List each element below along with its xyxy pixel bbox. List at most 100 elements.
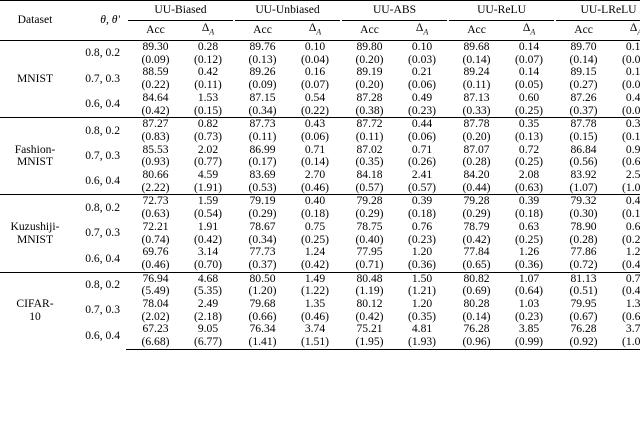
acc-sd-value: (0.11) <box>248 129 277 143</box>
acc-sd-value: (0.53) <box>248 180 277 194</box>
dataset-header: Dataset <box>0 0 70 41</box>
acc-value: 78.67 <box>249 219 276 233</box>
acc-value: 89.80 <box>342 39 398 54</box>
acc-sd-value: (0.42) <box>355 309 384 323</box>
table-row: CIFAR- 10 0.8, 0.2 76.94 4.68 80.50 1.49 80.48 1… <box>0 271 640 350</box>
theta-value: 0.6, 0.4 <box>85 97 120 111</box>
theta-value: 0.8, 0.2 <box>70 117 126 144</box>
acc-sd-value: (0.44) <box>462 180 491 194</box>
dataset-name-line: Kuzushiji- <box>10 219 60 233</box>
delta-value: 1.35 <box>304 297 326 311</box>
delta-sd-value: (0.07) <box>515 52 544 66</box>
acc-value: 76.28 <box>463 322 490 336</box>
dataset-name: MNIST <box>0 39 70 118</box>
acc-sd-value: (1.20) <box>248 284 277 298</box>
method-header-uu-relu: UU-ReLU <box>449 0 555 21</box>
method-header-uu-unbiased: UU-Unbiased <box>235 0 341 21</box>
delta-value: 0.82 <box>183 117 234 131</box>
delta-value: 0.42 <box>197 65 219 79</box>
delta-value: 3.72 <box>625 322 640 336</box>
acc-value: 80.82 <box>449 271 505 286</box>
delta-subheader: ΔA <box>611 20 640 41</box>
delta-value: 0.39 <box>611 117 640 131</box>
theta-value: 0.7, 0.3 <box>85 71 120 85</box>
acc-sd-value: (0.83) <box>141 129 170 143</box>
theta-value: 0.8, 0.2 <box>70 194 126 221</box>
acc-sd-value: (5.49) <box>141 284 170 298</box>
theta-value: 0.7, 0.3 <box>85 148 120 162</box>
acc-sd-value: (0.30) <box>569 207 598 221</box>
delta-sd-value: (0.63) <box>622 309 640 323</box>
delta-sd-value: (0.23) <box>408 232 437 246</box>
acc-subheader: Acc <box>449 20 505 41</box>
acc-value: 77.84 <box>463 245 490 259</box>
table-row: 0.7, 0.3 85.53 2.02 86.99 0.71 87.02 0.71 87.07… <box>0 142 640 162</box>
delta-sd-value: (0.03) <box>408 52 437 66</box>
delta-value: 0.16 <box>304 65 326 79</box>
acc-value: 87.73 <box>235 117 291 131</box>
delta-sd-value: (1.51) <box>290 335 341 350</box>
acc-sd-value: (0.14) <box>462 309 491 323</box>
acc-sd-value: (0.46) <box>141 257 170 271</box>
delta-sd-value: (1.91) <box>194 180 223 194</box>
acc-value: 86.84 <box>570 142 597 156</box>
delta-sd-value: (1.21) <box>408 284 437 298</box>
acc-subheader: Acc <box>128 20 183 41</box>
acc-value: 87.13 <box>463 90 490 104</box>
delta-subheader: ΔA <box>183 20 234 41</box>
delta-value: 0.63 <box>625 219 640 233</box>
acc-value: 79.68 <box>249 297 276 311</box>
delta-sd-value: (0.63) <box>515 180 544 194</box>
acc-sd-value: (0.17) <box>248 155 277 169</box>
delta-sd-value: (0.25) <box>515 103 544 117</box>
acc-value: 78.75 <box>356 219 383 233</box>
delta-sd-value: (0.26) <box>408 155 437 169</box>
delta-sd-value: (0.64) <box>515 284 544 298</box>
delta-label: Δ <box>522 20 531 34</box>
delta-value: 0.71 <box>411 142 433 156</box>
acc-sd-value: (0.09) <box>248 78 277 92</box>
acc-sd-value: (0.09) <box>141 52 170 66</box>
acc-value: 76.94 <box>128 271 183 286</box>
acc-value: 77.73 <box>249 245 276 259</box>
acc-sd-value: (0.34) <box>248 103 277 117</box>
acc-value: 79.28 <box>342 194 398 209</box>
delta-value: 0.72 <box>518 142 540 156</box>
acc-value: 87.15 <box>249 90 276 104</box>
delta-sd-value: (6.77) <box>183 335 234 350</box>
theta-value: 0.7, 0.3 <box>85 303 120 317</box>
acc-value: 87.07 <box>463 142 490 156</box>
acc-value: 76.28 <box>570 322 597 336</box>
delta-value: 0.60 <box>518 90 540 104</box>
dataset-name-line: CIFAR- <box>16 297 54 311</box>
acc-sd-value: (0.74) <box>141 232 170 246</box>
delta-value: 0.76 <box>611 271 640 286</box>
table-body: MNIST 0.8, 0.2 89.30 0.28 89.76 0.10 89.80 0.10… <box>0 39 640 350</box>
delta-sd-value: (0.18) <box>408 207 437 221</box>
delta-sd-value: (0.64) <box>622 155 640 169</box>
delta-sd-value: (0.13) <box>622 129 640 143</box>
delta-label: Δ <box>308 20 317 34</box>
delta-sd-value: (0.54) <box>194 207 223 221</box>
delta-value: 0.40 <box>290 194 341 209</box>
delta-value: 1.91 <box>197 219 219 233</box>
delta-subheader: ΔA <box>290 20 341 41</box>
delta-value: 0.21 <box>411 65 433 79</box>
delta-value: 0.14 <box>504 39 555 54</box>
delta-value: 0.10 <box>625 65 640 79</box>
delta-value: 3.14 <box>197 245 219 259</box>
delta-sd-value: (0.12) <box>194 52 223 66</box>
delta-value: 0.12 <box>611 39 640 54</box>
method-header-uu-abs: UU-ABS <box>342 0 448 21</box>
table-row: 0.6, 0.4 84.64 1.53 87.15 0.54 87.28 0.49 87.13… <box>0 90 640 110</box>
delta-sd-value: (0.15) <box>194 103 223 117</box>
dataset-name: Kuzushiji- MNIST <box>0 194 70 273</box>
header-row-methods: Dataset θ, θ′ UU-Biased UU-Unbiased UU-A… <box>0 0 640 41</box>
delta-sd-value: (0.40) <box>622 257 640 271</box>
acc-value: 87.28 <box>356 90 383 104</box>
delta-sd-value: (0.08) <box>622 103 640 117</box>
table-row: 0.7, 0.3 88.59 0.42 89.26 0.16 89.19 0.21 89.24… <box>0 65 640 85</box>
delta-sd-value: (0.57) <box>408 180 437 194</box>
delta-sd-value: (5.35) <box>194 284 223 298</box>
acc-value: 89.19 <box>356 65 383 79</box>
